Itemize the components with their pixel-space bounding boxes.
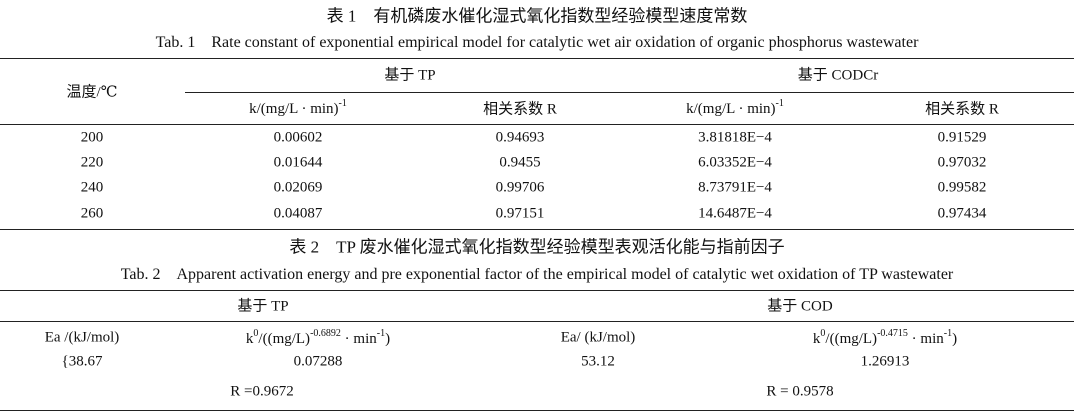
header-text: k/(mg/L · min) (686, 101, 776, 117)
cell: 0.97434 (937, 205, 987, 222)
header-text: 相关系数 R (925, 101, 999, 118)
header-text: ) (385, 331, 391, 347)
cell: 0.07288 (293, 353, 343, 370)
column-header: Ea /(kJ/mol) (45, 330, 120, 347)
table-title: 表 1 有机磷废水催化湿式氧化指数型经验模型速度常数 (326, 6, 748, 26)
group-header: 基于 TP (237, 298, 289, 315)
header-text: k (812, 331, 821, 347)
table-title-en: Tab. 1 Rate constant of exponential empi… (155, 34, 919, 51)
header-text: k/(mg/L · min) (249, 101, 339, 117)
row-header: 温度/℃ (66, 84, 118, 101)
rule (0, 410, 1074, 411)
cell: 220 (80, 154, 104, 171)
rule (0, 229, 1074, 230)
cell: 14.6487E−4 (698, 205, 772, 222)
superscript: -0.4715 (877, 328, 908, 339)
superscript: -1 (775, 98, 784, 109)
cell: 200 (80, 129, 104, 146)
table-title-en: Tab. 2 Apparent activation energy and pr… (120, 266, 954, 283)
header-text: 相关系数 R (483, 101, 557, 118)
header-text: k (245, 331, 254, 347)
cell: 0.94693 (495, 129, 545, 146)
rule (185, 92, 1074, 93)
cell: 0.91529 (937, 129, 987, 146)
header-text: · min (340, 331, 377, 347)
superscript: -1 (338, 98, 347, 109)
column-header: k0/((mg/L)-0.6892 · min-1) (246, 328, 390, 348)
header-text: Ea/ (kJ/mol) (560, 329, 636, 346)
group-header: 基于 CODCr (797, 67, 879, 84)
cell: 0.97032 (937, 154, 987, 171)
header-text: /((mg/L) (825, 331, 878, 347)
cell: 53.12 (581, 353, 615, 370)
column-header: 相关系数 R (925, 98, 999, 119)
cell: {38.67 (61, 353, 103, 370)
header-text: Ea /(kJ/mol) (44, 329, 120, 346)
cell: 0.02069 (273, 179, 323, 196)
cell: 0.97151 (495, 205, 545, 222)
cell: 0.99582 (937, 179, 987, 196)
rule (0, 58, 1074, 59)
cell: 0.04087 (273, 205, 323, 222)
rule (0, 124, 1074, 125)
superscript: -1 (376, 328, 386, 339)
rule (0, 290, 1074, 291)
cell: 0.99706 (495, 179, 545, 196)
superscript: -1 (943, 328, 953, 339)
superscript: -0.6892 (310, 328, 341, 339)
header-text: /((mg/L) (258, 331, 311, 347)
header-text: · min (907, 331, 944, 347)
column-header: 相关系数 R (483, 98, 557, 119)
superscript: 0 (253, 328, 259, 339)
column-header: k/(mg/L · min)-1 (249, 98, 347, 118)
rule (0, 321, 1074, 322)
r-value: R = 0.9578 (766, 383, 834, 400)
group-header: 基于 TP (384, 67, 436, 84)
cell: 0.01644 (273, 154, 323, 171)
cell: 6.03352E−4 (698, 154, 772, 171)
cell: 0.00602 (273, 129, 323, 146)
column-header: Ea/ (kJ/mol) (561, 330, 636, 347)
r-value: R =0.9672 (230, 383, 294, 400)
table-title: 表 2 TP 废水催化湿式氧化指数型经验模型表观活化能与指前因子 (289, 237, 785, 257)
cell: 3.81818E−4 (698, 129, 772, 146)
cell: 0.9455 (499, 154, 541, 171)
superscript: 0 (820, 328, 826, 339)
column-header: k0/((mg/L)-0.4715 · min-1) (813, 328, 957, 348)
cell: 260 (80, 205, 104, 222)
group-header: 基于 COD (767, 298, 833, 315)
cell: 240 (80, 179, 104, 196)
column-header: k/(mg/L · min)-1 (686, 98, 784, 118)
cell: 1.26913 (860, 353, 910, 370)
cell: 8.73791E−4 (698, 179, 772, 196)
header-text: ) (952, 331, 958, 347)
